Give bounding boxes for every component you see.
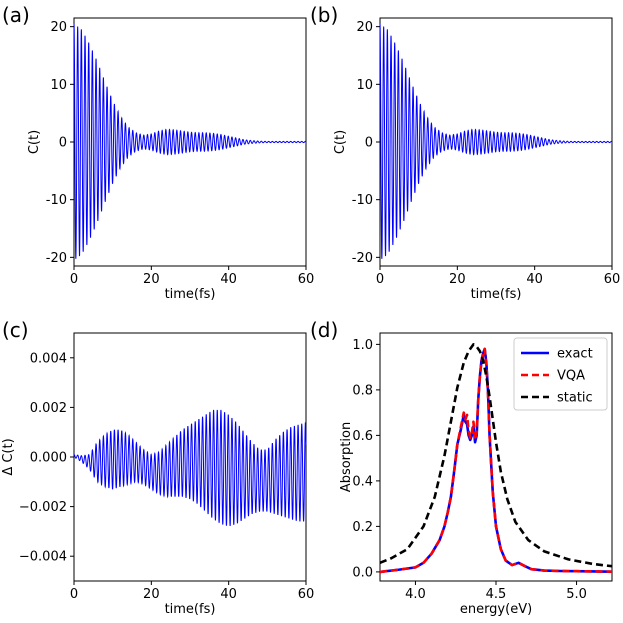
y-tick-label: 0.4 [352,474,373,489]
legend-label: VQA [557,369,585,384]
y-tick-label: 0.2 [352,520,373,535]
x-tick-label: 0 [70,272,78,287]
x-tick-label: 0 [70,587,78,602]
y-axis-ticks: −0.004 −0.002 0.000 0.002 0.004 [19,351,74,565]
y-axis-ticks: 0.0 0.2 0.4 0.6 0.8 1.0 [352,338,380,580]
legend-box [513,337,608,411]
legend-label: static [557,391,593,406]
x-axis-label: time(fs) [165,287,216,302]
y-tick-label: 10 [356,78,373,93]
y-tick-label: 0.002 [30,401,67,416]
y-axis-ticks: -20 -10 0 10 20 [46,20,74,266]
x-axis-ticks: 0 20 40 60 [70,266,314,287]
series-group [73,23,307,259]
y-tick-label: 0 [365,136,373,151]
series-line-VQA [379,347,613,574]
x-tick-label: 4.5 [486,587,507,602]
signal-line [73,409,307,527]
x-axis-ticks: 0 20 40 60 [376,266,620,287]
x-tick-label: 60 [604,272,621,287]
y-tick-label: -10 [46,193,67,208]
y-tick-label: 1.0 [352,338,373,353]
panel-label: (c) [2,318,29,342]
x-axis-ticks: 4.0 4.5 5.0 [405,581,587,602]
panel-a: 0 20 40 60 -20 -10 0 10 20 (a) time(fs) C(t) [2,3,314,302]
y-axis-ticks: -20 -10 0 10 20 [352,20,380,266]
signal-line [379,23,613,259]
panel-label: (b) [310,3,338,27]
y-tick-label: -20 [352,251,373,266]
y-tick-label: 10 [50,78,67,93]
x-tick-label: 5.0 [566,587,587,602]
x-axis-label: time(fs) [165,602,216,617]
x-axis-label: energy(eV) [460,602,532,617]
series-group [379,343,613,574]
y-tick-label: 0.6 [352,429,373,444]
x-tick-label: 40 [220,272,237,287]
y-tick-label: 0 [59,136,67,151]
panel-b: 0 20 40 60 -20 -10 0 10 20 (b) time(fs) C(t) [310,3,620,302]
y-tick-label: 0.0 [352,565,373,580]
y-tick-label: -20 [46,251,67,266]
series-line-static [379,343,613,568]
y-axis-label: C(t) [333,130,348,154]
y-tick-label: 20 [356,20,373,35]
series-group [73,409,307,527]
panel-label: (d) [310,318,338,342]
x-tick-label: 40 [526,272,543,287]
x-tick-label: 20 [143,272,160,287]
x-tick-label: 4.0 [405,587,426,602]
panel-d: 4.0 4.5 5.0 0.0 0.2 0.4 0.6 0.8 1.0 (d) energy(… [310,318,613,617]
panel-label: (a) [2,3,30,27]
signal-line [73,23,307,259]
y-axis-label: C(t) [27,130,42,154]
y-axis-label: Δ C(t) [1,438,16,475]
y-tick-label: 0.004 [30,351,67,366]
y-axis-label: Absorption [339,422,354,492]
legend: exact VQA static [513,337,608,411]
y-tick-label: −0.002 [19,500,67,515]
x-tick-label: 60 [298,272,315,287]
x-tick-label: 20 [449,272,466,287]
y-tick-label: -10 [352,193,373,208]
y-tick-label: 20 [50,20,67,35]
x-tick-label: 60 [298,587,315,602]
y-tick-label: −0.004 [19,550,67,565]
x-axis-label: time(fs) [471,287,522,302]
y-tick-label: 0.000 [30,451,67,466]
y-tick-label: 0.8 [352,383,373,398]
x-tick-label: 40 [220,587,237,602]
x-tick-label: 0 [376,272,384,287]
series-group [379,23,613,259]
legend-label: exact [557,347,593,362]
x-tick-label: 20 [143,587,160,602]
x-axis-ticks: 0 20 40 60 [70,581,314,602]
plot-frame [73,332,307,582]
